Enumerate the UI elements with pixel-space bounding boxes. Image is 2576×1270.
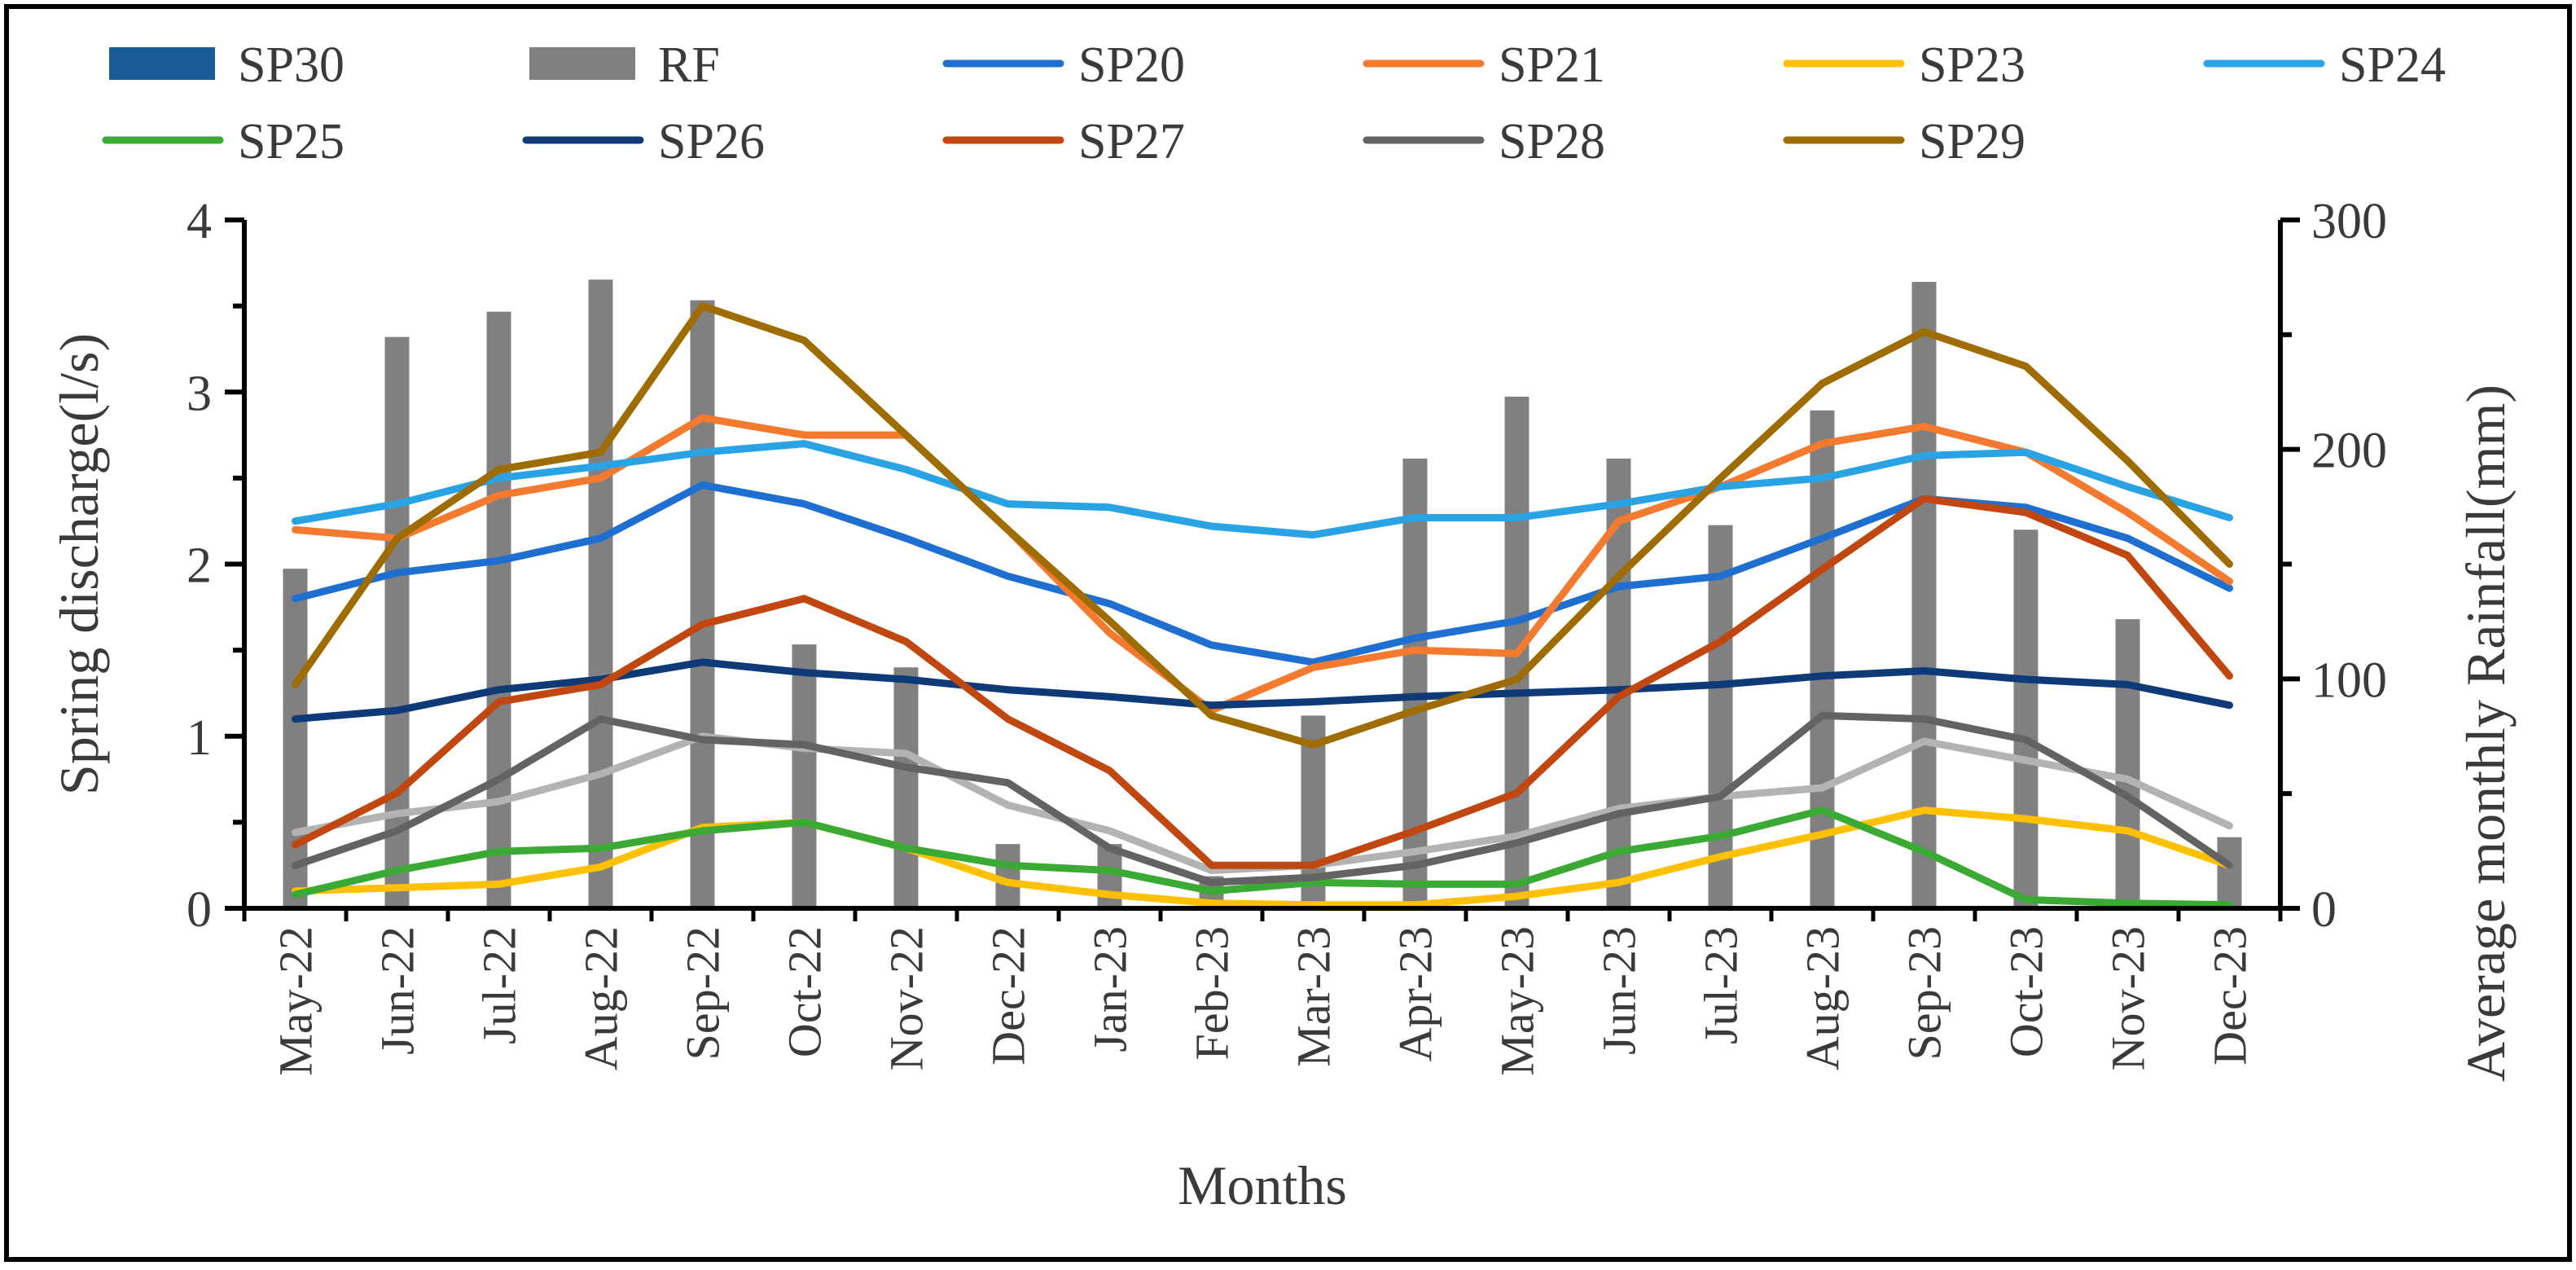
y-right-tick-label: 300 xyxy=(2311,194,2387,249)
y-right-tick-label: 100 xyxy=(2311,653,2387,708)
bar-rf-oct-22 xyxy=(792,644,817,908)
x-tick-label-apr-23: Apr-23 xyxy=(1389,926,1442,1061)
y-left-tick-label: 0 xyxy=(187,882,212,938)
rainfall-bars xyxy=(283,279,2242,909)
bar-rf-apr-23 xyxy=(1402,458,1428,908)
legend-label-sp28: SP28 xyxy=(1499,114,1605,169)
bar-rf-sep-22 xyxy=(690,300,715,908)
legend-label-sp21: SP21 xyxy=(1499,37,1605,93)
bar-rf-nov-22 xyxy=(893,667,919,908)
x-tick-label-oct-23: Oct-23 xyxy=(2000,926,2053,1057)
x-tick-label-dec-23: Dec-23 xyxy=(2204,926,2257,1066)
series-line-sp28 xyxy=(292,711,2233,886)
legend-label-sp23: SP23 xyxy=(1919,37,2025,93)
x-tick-label-nov-22: Nov-22 xyxy=(880,926,933,1070)
x-tick-label-mar-23: Mar-23 xyxy=(1288,926,1341,1067)
legend-swatch-sp30 xyxy=(109,47,215,80)
bar-rf-sep-23 xyxy=(1911,282,1937,908)
axes: 0 1 2 3 4 0 100 200 300 May-22 Jun-22 Jul-22 Aug-22 S… xyxy=(48,194,2517,1216)
series-line-sp25 xyxy=(292,806,2233,909)
x-tick-label-jan-23: Jan-23 xyxy=(1084,926,1137,1052)
legend-label-sp30: SP30 xyxy=(238,37,344,93)
x-axis-title: Months xyxy=(1178,1154,1347,1216)
y-left-tick-label: 1 xyxy=(187,710,212,766)
bar-rf-aug-22 xyxy=(588,279,613,908)
figure-frame xyxy=(4,4,2572,1262)
x-tick-label-dec-22: Dec-22 xyxy=(982,926,1035,1066)
bar-rf-oct-23 xyxy=(2013,530,2038,908)
x-tick-label-feb-23: Feb-23 xyxy=(1186,926,1239,1060)
x-tick-label-oct-22: Oct-22 xyxy=(779,926,832,1057)
x-tick-label-sep-23: Sep-23 xyxy=(1898,926,1951,1060)
legend-label-sp24: SP24 xyxy=(2339,37,2446,93)
legend-label-sp27: SP27 xyxy=(1078,114,1185,169)
x-tick-label-sep-22: Sep-22 xyxy=(677,926,730,1060)
y-axis-left-title: Spring discharge(l/s) xyxy=(48,333,110,795)
x-tick-label-aug-22: Aug-22 xyxy=(575,926,628,1070)
legend-label-sp20: SP20 xyxy=(1078,37,1185,93)
x-tick-label-jun-22: Jun-22 xyxy=(371,926,424,1055)
y-axis-right-title: Average monthly Rainfall(mm) xyxy=(2455,385,2517,1082)
x-tick-label-jun-23: Jun-23 xyxy=(1593,926,1646,1055)
series-line-sp20 xyxy=(292,481,2233,666)
x-tick-label-jul-22: Jul-22 xyxy=(473,926,526,1044)
legend-label-rf: RF xyxy=(658,37,720,93)
legend-swatch-rf xyxy=(529,47,635,80)
y-right-tick-label: 200 xyxy=(2311,424,2387,479)
x-tick-label-may-22: May-22 xyxy=(270,926,323,1076)
discharge-lines xyxy=(292,302,2233,909)
y-left-tick-label: 2 xyxy=(187,538,212,594)
x-tick-label-may-23: May-23 xyxy=(1491,926,1544,1076)
series-line-sp24 xyxy=(292,440,2233,539)
x-tick-label-jul-23: Jul-23 xyxy=(1695,926,1748,1044)
series-line-sp23 xyxy=(292,806,2233,909)
bar-rf-aug-23 xyxy=(1810,410,1835,908)
y-left-tick-label: 4 xyxy=(187,194,212,249)
legend-label-sp25: SP25 xyxy=(238,114,344,169)
bar-rf-nov-23 xyxy=(2115,619,2140,908)
bar-rf-may-22 xyxy=(283,569,308,908)
legend-label-sp26: SP26 xyxy=(658,114,765,169)
legend-label-sp29: SP29 xyxy=(1919,114,2025,169)
bar-rf-jul-22 xyxy=(486,311,511,909)
x-tick-label-aug-23: Aug-23 xyxy=(1797,926,1850,1070)
bar-rf-jul-23 xyxy=(1708,525,1733,908)
series-line-sp29 xyxy=(292,302,2233,749)
legend: SP30 RF SP20 SP21 SP23 SP24 SP25 SP26 SP27 SP28 SP… xyxy=(102,37,2446,169)
y-left-tick-label: 3 xyxy=(187,366,212,421)
series-line-sp21 xyxy=(292,414,2233,714)
bar-rf-dec-23 xyxy=(2217,837,2242,908)
series-line-sp27 xyxy=(292,494,2233,869)
y-right-tick-label: 0 xyxy=(2311,882,2337,938)
x-tick-label-nov-23: Nov-23 xyxy=(2102,926,2155,1070)
